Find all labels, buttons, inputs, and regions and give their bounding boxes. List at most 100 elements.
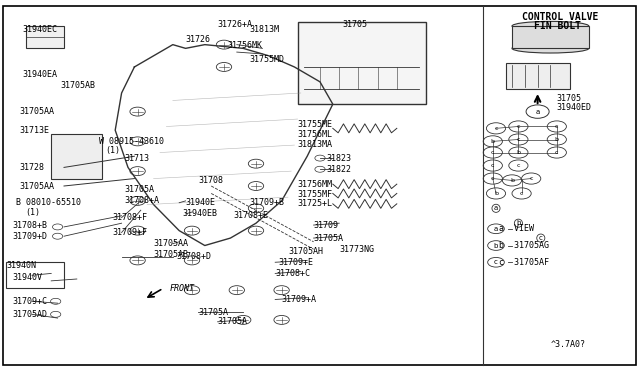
- Text: c: c: [555, 150, 559, 155]
- Bar: [512, 26, 589, 48]
- Text: b: b: [494, 243, 498, 248]
- Circle shape: [547, 134, 566, 145]
- Text: a  VIEW: a VIEW: [499, 224, 534, 233]
- Circle shape: [274, 286, 289, 295]
- Text: c: c: [555, 124, 559, 129]
- Text: 31813M: 31813M: [250, 25, 280, 34]
- Circle shape: [248, 159, 264, 168]
- Text: 31940N: 31940N: [6, 262, 36, 270]
- Circle shape: [315, 166, 325, 172]
- Text: 31728: 31728: [19, 163, 44, 172]
- Circle shape: [130, 196, 145, 205]
- Circle shape: [315, 155, 325, 161]
- Text: 31756MM: 31756MM: [298, 180, 333, 189]
- Circle shape: [248, 182, 264, 190]
- Text: b: b: [516, 220, 520, 226]
- Text: 31709+E: 31709+E: [278, 258, 314, 267]
- Text: 31713: 31713: [125, 154, 150, 163]
- Text: c: c: [491, 163, 495, 168]
- Text: 31705AD: 31705AD: [13, 310, 48, 319]
- Text: a: a: [494, 205, 498, 211]
- Text: FIN BOLT: FIN BOLT: [534, 21, 581, 31]
- Text: c: c: [516, 137, 520, 142]
- Circle shape: [547, 147, 566, 158]
- Circle shape: [486, 123, 506, 134]
- Text: 31726+A: 31726+A: [218, 20, 253, 29]
- Circle shape: [509, 160, 528, 171]
- Text: 31708: 31708: [198, 176, 223, 185]
- Text: 31726: 31726: [186, 35, 211, 44]
- Circle shape: [130, 226, 145, 235]
- Ellipse shape: [512, 22, 589, 31]
- Text: 31708+F: 31708+F: [112, 213, 147, 222]
- Text: 31708+C: 31708+C: [275, 269, 310, 278]
- Text: 31822: 31822: [326, 165, 351, 174]
- Circle shape: [248, 226, 264, 235]
- Circle shape: [236, 315, 251, 324]
- Bar: [6, 262, 64, 288]
- Circle shape: [184, 226, 200, 235]
- Text: 31709: 31709: [314, 221, 339, 230]
- Text: 31708+B: 31708+B: [13, 221, 48, 230]
- Circle shape: [130, 256, 145, 265]
- Circle shape: [509, 121, 528, 132]
- Bar: [26, 26, 64, 48]
- Text: 31940V: 31940V: [13, 273, 43, 282]
- Circle shape: [274, 315, 289, 324]
- Text: 31813MA: 31813MA: [298, 140, 333, 149]
- Circle shape: [52, 224, 63, 230]
- Text: 31705AA: 31705AA: [19, 107, 54, 116]
- Circle shape: [216, 40, 232, 49]
- Text: 31940EA: 31940EA: [22, 70, 58, 79]
- Text: 31940ED: 31940ED: [557, 103, 592, 112]
- Text: CONTROL VALVE: CONTROL VALVE: [522, 12, 598, 22]
- Circle shape: [51, 298, 61, 304]
- Circle shape: [248, 204, 264, 213]
- Circle shape: [509, 134, 528, 145]
- Text: b: b: [516, 150, 520, 155]
- Circle shape: [509, 147, 528, 158]
- Text: b  31705AG: b 31705AG: [499, 241, 549, 250]
- Text: (1): (1): [26, 208, 40, 217]
- Text: 31705A: 31705A: [314, 234, 344, 243]
- Text: 31755MF: 31755MF: [298, 190, 333, 199]
- Text: 31705AB: 31705AB: [61, 81, 96, 90]
- Circle shape: [216, 62, 232, 71]
- Circle shape: [483, 136, 502, 147]
- Text: b: b: [555, 137, 559, 142]
- Text: c: c: [516, 163, 520, 168]
- Text: 31709+F: 31709+F: [112, 228, 147, 237]
- Text: c: c: [491, 150, 495, 155]
- Text: 31756ML: 31756ML: [298, 130, 333, 139]
- Text: W 08915-43610: W 08915-43610: [99, 137, 164, 146]
- Circle shape: [547, 121, 566, 132]
- Text: 31756MK: 31756MK: [227, 41, 262, 50]
- Circle shape: [488, 241, 504, 250]
- Circle shape: [483, 160, 502, 171]
- Text: a: a: [494, 226, 498, 232]
- Text: 31705AA: 31705AA: [19, 182, 54, 190]
- Text: b: b: [494, 191, 498, 196]
- Text: a: a: [536, 109, 540, 115]
- Circle shape: [130, 167, 145, 176]
- Text: FRONT: FRONT: [170, 284, 195, 293]
- Ellipse shape: [512, 44, 589, 53]
- Text: b: b: [491, 139, 495, 144]
- Text: c: c: [494, 126, 498, 131]
- Text: c: c: [520, 191, 524, 196]
- Circle shape: [488, 257, 504, 267]
- Text: 31708+D: 31708+D: [176, 252, 211, 261]
- Text: 31705AH: 31705AH: [288, 247, 323, 256]
- Text: c: c: [494, 259, 498, 265]
- Text: 31713E: 31713E: [19, 126, 49, 135]
- Text: 31705AA: 31705AA: [154, 239, 189, 248]
- Circle shape: [52, 233, 63, 239]
- Circle shape: [522, 173, 541, 184]
- Text: 31705: 31705: [342, 20, 367, 29]
- Text: ^3.7A0?: ^3.7A0?: [550, 340, 586, 349]
- Circle shape: [184, 256, 200, 265]
- Text: B 08010-65510: B 08010-65510: [16, 198, 81, 207]
- Bar: [298, 22, 426, 104]
- Circle shape: [483, 173, 502, 184]
- Text: 31709+D: 31709+D: [13, 232, 48, 241]
